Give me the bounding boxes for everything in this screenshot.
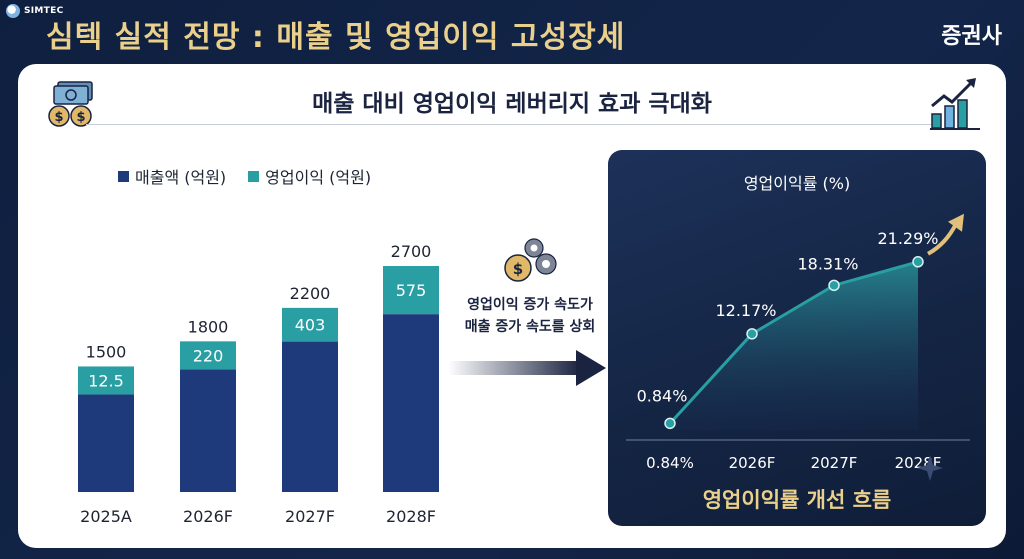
growth-comparison-line-2: 매출 증가 속도를 상회	[464, 319, 596, 335]
svg-text:$: $	[54, 110, 63, 125]
x-tick-label: 2028F	[386, 507, 436, 526]
margin-value-label: 12.17%	[715, 301, 776, 320]
revenue-value-label: 2700	[391, 242, 432, 261]
x-tick-label: 2027F	[285, 507, 335, 526]
revenue-value-label: 1500	[86, 342, 127, 361]
brand-logo: SIMTEC	[6, 4, 63, 18]
content-card: $ $ 매출 대비 영업이익 레버리지 효과 극대화 매출액 (억원) 영업이익…	[18, 64, 1006, 548]
margin-point	[746, 328, 758, 340]
x-tick-label: 2026F	[183, 507, 233, 526]
sparkle-icon	[917, 455, 943, 481]
bar-revenue-2028F	[383, 314, 439, 492]
bar-chart-legend: 매출액 (억원) 영업이익 (억원)	[118, 164, 371, 188]
legend-label-op-profit: 영업이익 (억원)	[265, 168, 372, 187]
legend-item-op-profit: 영업이익 (억원)	[248, 164, 371, 188]
op-profit-value-label: 220	[193, 346, 224, 365]
source-label: 증권사	[941, 24, 1002, 49]
op-profit-value-label: 575	[396, 281, 427, 300]
x-tick-label: 0.84%	[646, 454, 694, 472]
margin-value-label: 21.29%	[877, 229, 938, 248]
bar-revenue-2026F	[180, 369, 236, 492]
legend-swatch-revenue	[118, 170, 129, 182]
brand-mark-icon	[6, 4, 20, 18]
growth-comparison-line-1: 영업이익 증가 속도가	[467, 297, 593, 313]
x-tick-label: 2026F	[729, 454, 776, 472]
trend-arrow-shaft	[926, 222, 958, 256]
margin-value-label: 18.31%	[797, 254, 858, 273]
revenue-value-label: 1800	[188, 317, 229, 336]
margin-point	[664, 417, 676, 430]
margin-value-label: 0.84%	[637, 386, 688, 405]
trend-arrow-head	[948, 213, 964, 232]
x-tick-label: 2025A	[80, 507, 132, 526]
subtitle-divider	[86, 124, 936, 125]
bar-op-profit-2026F	[180, 341, 236, 370]
money-stack-icon: $ $	[48, 81, 93, 127]
bar-op-profit-2025A	[78, 366, 134, 395]
margin-panel: 영업이익률 (%) 0.84% 0.84% 12.17% 2026F 18.31% 202…	[608, 150, 986, 526]
revenue-value-label: 2200	[290, 284, 331, 303]
margin-point	[828, 279, 840, 292]
legend-item-revenue: 매출액 (억원)	[118, 164, 226, 188]
legend-swatch-op-profit	[248, 170, 260, 182]
bar-op-profit-2027F	[282, 307, 338, 342]
revenue-bar-chart: 12.5 1500 2025A 220 1800 2026F 403 2200 2027F 575…	[78, 242, 439, 526]
op-profit-value-label: 403	[295, 316, 326, 335]
svg-text:$: $	[76, 110, 85, 125]
svg-text:$: $	[513, 260, 523, 278]
margin-chart-footer: 영업이익률 개선 흐름	[702, 488, 892, 512]
bar-revenue-2027F	[282, 341, 338, 492]
margin-chart-title: 영업이익률 (%)	[743, 174, 851, 193]
bar-op-profit-2028F	[383, 266, 439, 315]
margin-area-fill	[670, 261, 918, 430]
x-tick-label: 2027F	[811, 454, 858, 472]
margin-point	[912, 256, 924, 268]
bar-revenue-2025A	[78, 394, 134, 492]
margin-line	[668, 260, 919, 425]
op-profit-value-label: 12.5	[88, 371, 124, 390]
brand-name: SIMTEC	[24, 6, 64, 16]
right-arrow-icon	[448, 350, 606, 386]
gear-dollar-icon: $	[504, 238, 557, 282]
growth-comparison-text: 영업이익 증가 속도가 매출 증가 속도를 상회	[450, 294, 610, 338]
card-subtitle: 매출 대비 영업이익 레버리지 효과 극대화	[312, 91, 712, 117]
page-title: 심텍 실적 전망 : 매출 및 영업이익 고성장세	[46, 20, 626, 55]
growth-chart-icon	[930, 78, 980, 130]
legend-label-revenue: 매출액 (억원)	[135, 168, 227, 187]
